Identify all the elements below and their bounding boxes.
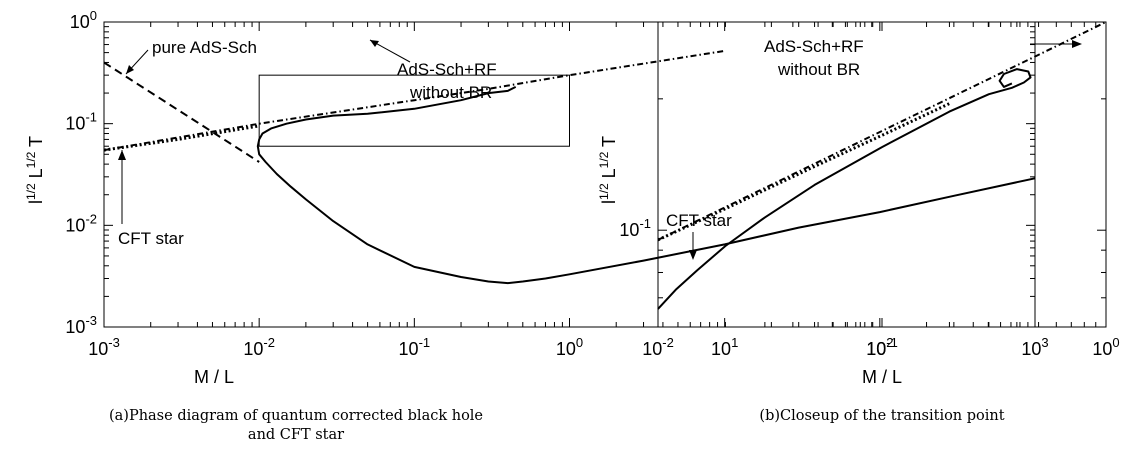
series-pure-ads-sch [103,61,260,163]
series-ads-sch-rf [103,49,725,152]
tick-labels-b: 10-2 10-1 100 10-1 [619,216,1119,359]
x-tick-label: 100 [1092,335,1119,359]
x-tick-label: 10-3 [88,335,120,359]
series-black-hole [657,68,1032,310]
arrowhead-cft-star-b [689,250,697,260]
plot-frame-b [657,21,1107,328]
annotation-without-br-b: without BR [777,60,860,79]
ticks-b [657,21,1106,328]
plot-frame-a [103,21,1036,328]
arrowhead-cft-star-a [118,150,126,160]
arrowhead-ads-sch-rf-a [370,40,379,47]
y-tick-label: 100 [70,8,97,32]
x-tick-label: 10-1 [866,335,898,359]
series-ads-sch-rf [657,21,1107,241]
y-axis-label-a: l1/2 L1/2 T [24,136,46,204]
arrowhead-pure-ads-sch [126,65,134,74]
arrowhead-ads-sch-rf-b [1072,40,1082,48]
series-b [657,21,1107,310]
x-axis-label-b: M / L [862,367,902,387]
series-cft-star [657,102,951,242]
x-axis-label-a: M / L [194,367,234,387]
y-tick-label: 10-1 [619,216,651,240]
tick-labels-a: 10-3 10-2 10-1 100 101 102 103 10-3 10-2 10-1 100 [65,8,1048,359]
y-tick-label: 10-1 [65,110,97,134]
panel-b: 10-2 10-1 100 10-1 M / L l1/2 L1/2 T AdS-Sc… [597,21,1120,387]
caption-a: (a)Phase diagram of quantum corrected bl… [108,408,484,443]
annotation-ads-sch-rf-b: AdS-Sch+RF [764,37,864,56]
caption-b: (b)Closeup of the transition point [759,408,1005,424]
y-tick-label: 10-3 [65,313,97,337]
x-tick-label: 10-2 [642,335,674,359]
annotation-ads-sch-rf-a: AdS-Sch+RF [397,60,497,79]
annotation-without-br-a: without BR [409,83,492,102]
panel-a: 10-3 10-2 10-1 100 101 102 10310-310-210-1100 … [24,8,1049,387]
y-tick-label: 10-2 [65,211,97,235]
annotation-pure-ads-sch: pure AdS-Sch [152,38,257,57]
series-a [103,49,1036,285]
x-tick-label: 103 [1021,335,1048,359]
x-tick-label: 102 [866,335,893,359]
x-tick-label: 101 [711,335,738,359]
annotation-cft-star-a: CFT star [118,229,184,248]
inset-region-box [258,74,570,147]
series-black-hole [256,86,1036,285]
x-tick-label: 10-1 [399,335,431,359]
ticks-a [103,22,1035,328]
y-axis-label-b: l1/2 L1/2 T [597,136,619,204]
x-tick-label: 10-2 [243,335,275,359]
annotation-cft-star-b: CFT star [666,211,732,230]
x-tick-label: 100 [556,335,583,359]
